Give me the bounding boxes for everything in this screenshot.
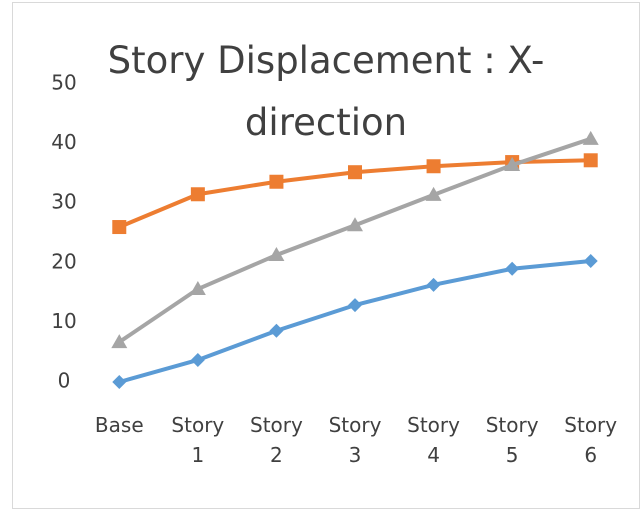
chart-border [12,2,640,509]
x-tick-label: Story 5 [485,413,539,467]
marker [425,186,442,201]
marker [348,165,362,180]
marker [426,159,441,174]
marker [112,220,127,235]
marker [189,281,206,296]
marker [111,334,128,349]
y-tick-label: 0 [58,369,71,393]
marker [347,217,363,232]
marker [112,375,127,389]
x-tick-label: Base [94,413,144,437]
marker [348,298,362,313]
marker [268,247,285,262]
marker [504,157,521,172]
marker [190,352,205,367]
marker [269,323,284,338]
y-tick-label: 20 [51,249,76,273]
chart-title: Story Displacement : X-direction [107,39,545,144]
x-tick-label: Story 4 [407,413,460,467]
marker [583,153,598,168]
x-tick-label: Story 6 [564,413,618,467]
y-tick-label: 10 [51,309,76,333]
marker [190,187,205,202]
x-tick-label: Story 3 [328,413,382,467]
marker [583,254,598,269]
marker [426,277,441,292]
x-tick-label: Story 1 [171,413,225,467]
y-tick-label: 50 [51,71,76,95]
x-tick-label: Story 2 [250,413,303,467]
marker [582,130,599,145]
marker [505,261,520,276]
y-tick-label: 40 [51,130,76,154]
y-tick-label: 30 [51,190,76,214]
marker [269,174,284,189]
